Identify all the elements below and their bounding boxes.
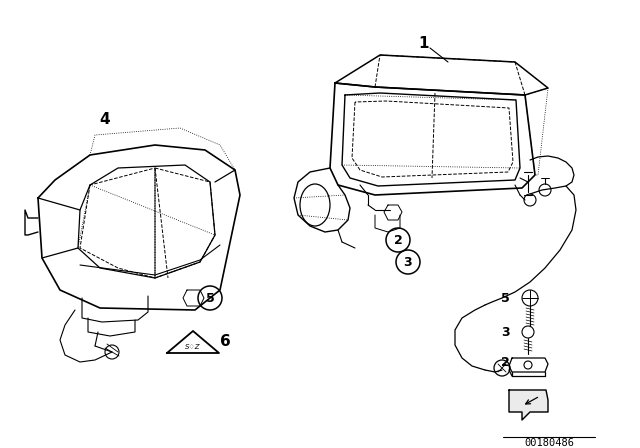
Text: 6: 6 xyxy=(220,335,230,349)
Text: 00180486: 00180486 xyxy=(524,438,574,448)
Text: 3: 3 xyxy=(500,326,509,339)
Text: 5: 5 xyxy=(500,292,509,305)
Text: 5: 5 xyxy=(205,292,214,305)
Text: 2: 2 xyxy=(394,233,403,246)
Text: 1: 1 xyxy=(419,36,429,52)
Text: 3: 3 xyxy=(404,255,412,268)
Text: 2: 2 xyxy=(500,356,509,369)
Polygon shape xyxy=(509,390,548,420)
Text: 4: 4 xyxy=(100,112,110,128)
Text: S♢Z: S♢Z xyxy=(185,344,201,350)
